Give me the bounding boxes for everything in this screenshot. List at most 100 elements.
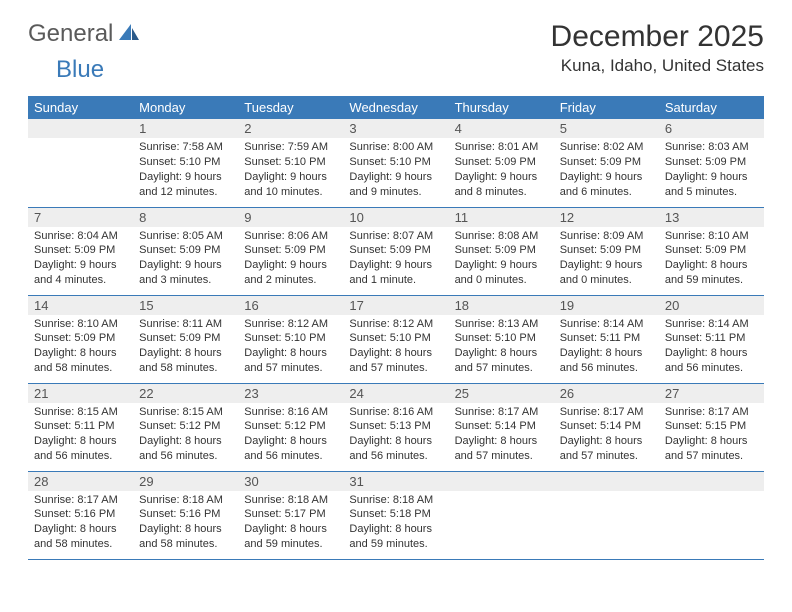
daylight-text: Daylight: 8 hours and 59 minutes. (244, 522, 337, 552)
sunset-text: Sunset: 5:10 PM (349, 155, 442, 170)
day-cell: 1Sunrise: 7:58 AMSunset: 5:10 PMDaylight… (133, 119, 238, 207)
daylight-text: Daylight: 9 hours and 9 minutes. (349, 170, 442, 200)
day-number: 23 (238, 384, 343, 403)
daylight-text: Daylight: 8 hours and 57 minutes. (560, 434, 653, 464)
daylight-text: Daylight: 9 hours and 0 minutes. (455, 258, 548, 288)
daylight-text: Daylight: 8 hours and 56 minutes. (244, 434, 337, 464)
day-number: 5 (554, 119, 659, 138)
daylight-text: Daylight: 8 hours and 56 minutes. (349, 434, 442, 464)
day-cell: 28Sunrise: 8:17 AMSunset: 5:16 PMDayligh… (28, 471, 133, 559)
sunset-text: Sunset: 5:09 PM (665, 155, 758, 170)
sunset-text: Sunset: 5:09 PM (34, 243, 127, 258)
sunset-text: Sunset: 5:17 PM (244, 507, 337, 522)
day-cell (449, 471, 554, 559)
day-content: Sunrise: 8:03 AMSunset: 5:09 PMDaylight:… (659, 138, 764, 205)
day-number (659, 472, 764, 491)
day-number: 19 (554, 296, 659, 315)
daylight-text: Daylight: 9 hours and 1 minute. (349, 258, 442, 288)
logo-text-general: General (28, 20, 113, 48)
day-number: 3 (343, 119, 448, 138)
day-number: 6 (659, 119, 764, 138)
sunset-text: Sunset: 5:12 PM (244, 419, 337, 434)
sunset-text: Sunset: 5:09 PM (665, 243, 758, 258)
day-number: 2 (238, 119, 343, 138)
day-content: Sunrise: 8:01 AMSunset: 5:09 PMDaylight:… (449, 138, 554, 205)
day-cell: 30Sunrise: 8:18 AMSunset: 5:17 PMDayligh… (238, 471, 343, 559)
sunset-text: Sunset: 5:10 PM (139, 155, 232, 170)
calendar-page: General December 2025 Kuna, Idaho, Unite… (0, 0, 792, 580)
day-content: Sunrise: 8:05 AMSunset: 5:09 PMDaylight:… (133, 227, 238, 294)
day-content: Sunrise: 8:17 AMSunset: 5:16 PMDaylight:… (28, 491, 133, 558)
daylight-text: Daylight: 8 hours and 57 minutes. (349, 346, 442, 376)
sunset-text: Sunset: 5:09 PM (560, 243, 653, 258)
sunset-text: Sunset: 5:10 PM (244, 155, 337, 170)
day-number: 4 (449, 119, 554, 138)
sunrise-text: Sunrise: 8:08 AM (455, 229, 548, 244)
day-cell: 31Sunrise: 8:18 AMSunset: 5:18 PMDayligh… (343, 471, 448, 559)
sunrise-text: Sunrise: 8:06 AM (244, 229, 337, 244)
daylight-text: Daylight: 8 hours and 57 minutes. (455, 434, 548, 464)
calendar-body: 1Sunrise: 7:58 AMSunset: 5:10 PMDaylight… (28, 119, 764, 559)
day-number: 8 (133, 208, 238, 227)
day-content: Sunrise: 8:10 AMSunset: 5:09 PMDaylight:… (659, 227, 764, 294)
calendar-week-row: 21Sunrise: 8:15 AMSunset: 5:11 PMDayligh… (28, 383, 764, 471)
calendar-week-row: 28Sunrise: 8:17 AMSunset: 5:16 PMDayligh… (28, 471, 764, 559)
day-content: Sunrise: 8:08 AMSunset: 5:09 PMDaylight:… (449, 227, 554, 294)
day-cell: 27Sunrise: 8:17 AMSunset: 5:15 PMDayligh… (659, 383, 764, 471)
day-number (449, 472, 554, 491)
day-cell: 15Sunrise: 8:11 AMSunset: 5:09 PMDayligh… (133, 295, 238, 383)
day-header-sunday: Sunday (28, 96, 133, 119)
sunrise-text: Sunrise: 8:15 AM (34, 405, 127, 420)
logo: General (28, 20, 143, 48)
day-content: Sunrise: 8:06 AMSunset: 5:09 PMDaylight:… (238, 227, 343, 294)
sunset-text: Sunset: 5:09 PM (139, 243, 232, 258)
sunrise-text: Sunrise: 8:17 AM (34, 493, 127, 508)
daylight-text: Daylight: 9 hours and 6 minutes. (560, 170, 653, 200)
day-cell: 17Sunrise: 8:12 AMSunset: 5:10 PMDayligh… (343, 295, 448, 383)
day-number: 21 (28, 384, 133, 403)
sunrise-text: Sunrise: 8:17 AM (455, 405, 548, 420)
day-number: 11 (449, 208, 554, 227)
day-number: 24 (343, 384, 448, 403)
sunset-text: Sunset: 5:16 PM (139, 507, 232, 522)
title-area: December 2025 Kuna, Idaho, United States (551, 20, 764, 76)
day-content: Sunrise: 8:15 AMSunset: 5:11 PMDaylight:… (28, 403, 133, 470)
sunset-text: Sunset: 5:10 PM (455, 331, 548, 346)
day-content: Sunrise: 8:14 AMSunset: 5:11 PMDaylight:… (554, 315, 659, 382)
day-cell: 5Sunrise: 8:02 AMSunset: 5:09 PMDaylight… (554, 119, 659, 207)
sunset-text: Sunset: 5:11 PM (34, 419, 127, 434)
day-content: Sunrise: 8:12 AMSunset: 5:10 PMDaylight:… (238, 315, 343, 382)
day-content: Sunrise: 8:18 AMSunset: 5:16 PMDaylight:… (133, 491, 238, 558)
day-cell: 8Sunrise: 8:05 AMSunset: 5:09 PMDaylight… (133, 207, 238, 295)
daylight-text: Daylight: 9 hours and 12 minutes. (139, 170, 232, 200)
logo-text-blue: Blue (56, 56, 104, 83)
day-content: Sunrise: 8:02 AMSunset: 5:09 PMDaylight:… (554, 138, 659, 205)
day-content: Sunrise: 8:15 AMSunset: 5:12 PMDaylight:… (133, 403, 238, 470)
sunrise-text: Sunrise: 8:17 AM (560, 405, 653, 420)
sunrise-text: Sunrise: 8:03 AM (665, 140, 758, 155)
sunrise-text: Sunrise: 8:09 AM (560, 229, 653, 244)
day-number: 29 (133, 472, 238, 491)
daylight-text: Daylight: 8 hours and 56 minutes. (139, 434, 232, 464)
day-number: 27 (659, 384, 764, 403)
day-number (554, 472, 659, 491)
day-number: 12 (554, 208, 659, 227)
day-content: Sunrise: 8:17 AMSunset: 5:15 PMDaylight:… (659, 403, 764, 470)
sunrise-text: Sunrise: 8:12 AM (349, 317, 442, 332)
day-cell: 14Sunrise: 8:10 AMSunset: 5:09 PMDayligh… (28, 295, 133, 383)
calendar-week-row: 7Sunrise: 8:04 AMSunset: 5:09 PMDaylight… (28, 207, 764, 295)
day-content: Sunrise: 8:00 AMSunset: 5:10 PMDaylight:… (343, 138, 448, 205)
day-content: Sunrise: 8:04 AMSunset: 5:09 PMDaylight:… (28, 227, 133, 294)
sunrise-text: Sunrise: 8:16 AM (244, 405, 337, 420)
sunrise-text: Sunrise: 8:12 AM (244, 317, 337, 332)
day-cell: 21Sunrise: 8:15 AMSunset: 5:11 PMDayligh… (28, 383, 133, 471)
daylight-text: Daylight: 9 hours and 10 minutes. (244, 170, 337, 200)
day-cell: 10Sunrise: 8:07 AMSunset: 5:09 PMDayligh… (343, 207, 448, 295)
day-cell: 2Sunrise: 7:59 AMSunset: 5:10 PMDaylight… (238, 119, 343, 207)
daylight-text: Daylight: 8 hours and 58 minutes. (139, 346, 232, 376)
day-content: Sunrise: 8:09 AMSunset: 5:09 PMDaylight:… (554, 227, 659, 294)
sunrise-text: Sunrise: 7:58 AM (139, 140, 232, 155)
day-cell: 12Sunrise: 8:09 AMSunset: 5:09 PMDayligh… (554, 207, 659, 295)
daylight-text: Daylight: 8 hours and 59 minutes. (665, 258, 758, 288)
day-content: Sunrise: 8:17 AMSunset: 5:14 PMDaylight:… (554, 403, 659, 470)
